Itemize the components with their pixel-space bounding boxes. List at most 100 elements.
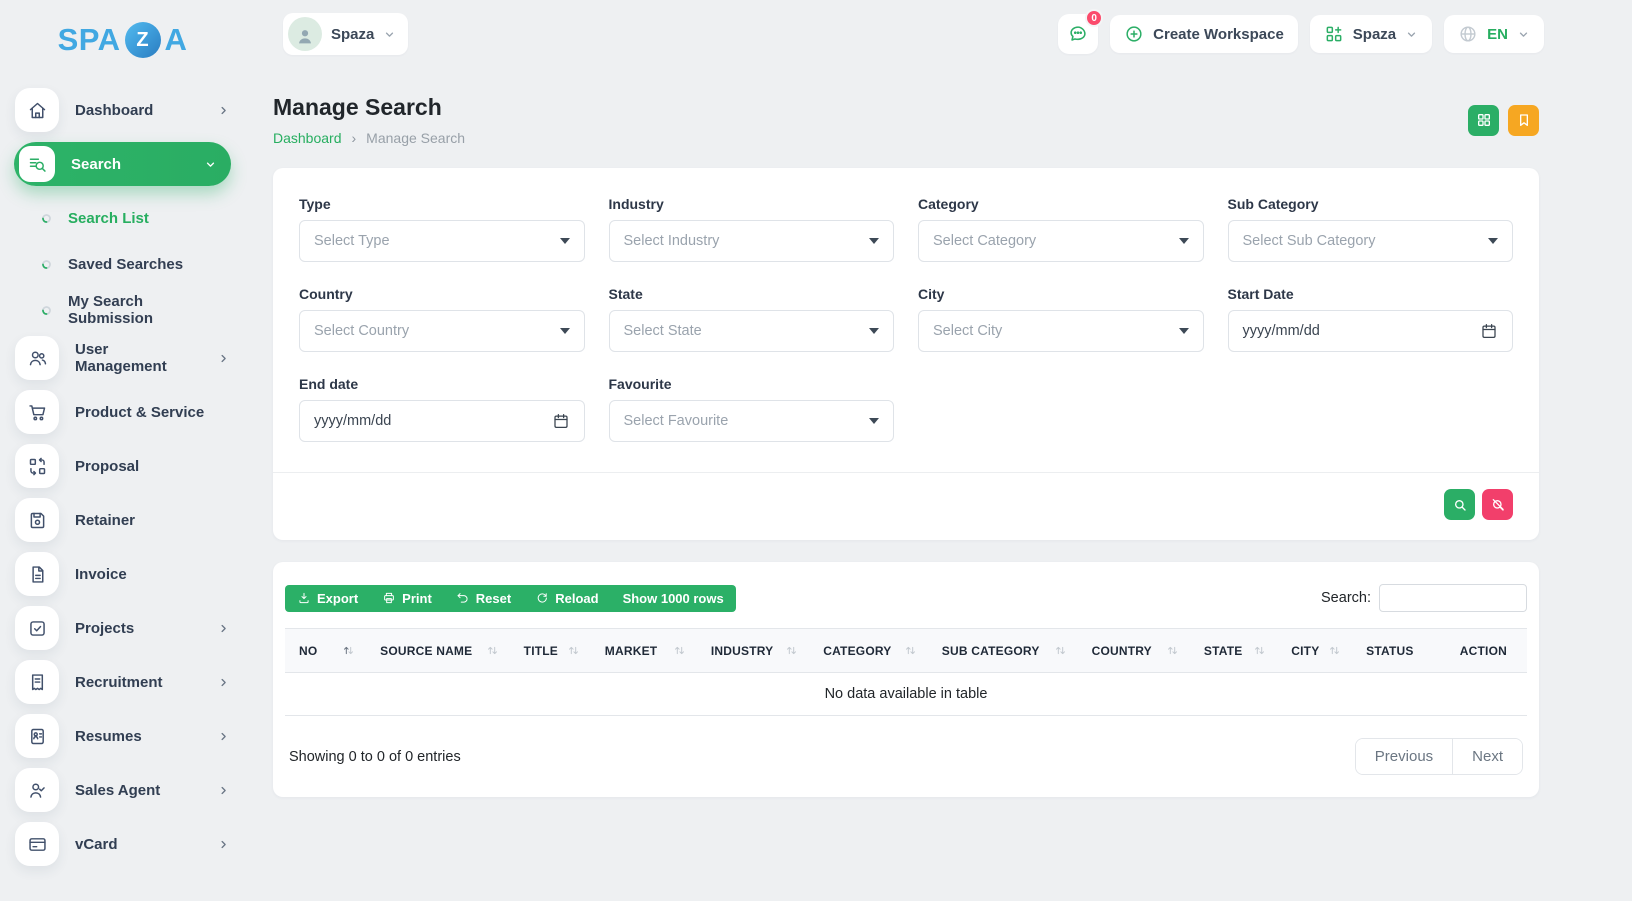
column-header-industry[interactable]: INDUSTRY bbox=[697, 629, 809, 673]
toolbar-reset-button[interactable]: Reset bbox=[444, 585, 523, 612]
sidebar-item-product-service[interactable]: Product & Service bbox=[15, 390, 230, 434]
chevron-down-icon bbox=[383, 28, 396, 41]
favourite-select[interactable]: Select Favourite bbox=[609, 400, 895, 442]
entries-summary: Showing 0 to 0 of 0 entries bbox=[289, 749, 461, 765]
create-workspace-button[interactable]: Create Workspace bbox=[1110, 15, 1298, 53]
language-selector[interactable]: EN bbox=[1444, 15, 1544, 53]
empty-row: No data available in table bbox=[285, 673, 1527, 716]
sort-icon bbox=[566, 643, 581, 658]
toolbar-reload-button[interactable]: Reload bbox=[523, 585, 610, 612]
field-placeholder: Select State bbox=[624, 323, 870, 339]
workspace-pill[interactable]: Spaza bbox=[283, 13, 408, 55]
table-search-label: Search: bbox=[1321, 590, 1371, 606]
filter-field-state: State Select State bbox=[609, 286, 895, 352]
sidebar-item-resumes[interactable]: Resumes bbox=[15, 714, 230, 758]
resumes-icon bbox=[15, 714, 59, 758]
column-header-city[interactable]: CITY bbox=[1277, 629, 1352, 673]
sidebar-item-dashboard[interactable]: Dashboard bbox=[15, 88, 230, 132]
calendar-icon bbox=[1480, 322, 1498, 340]
field-label: Start Date bbox=[1228, 286, 1514, 302]
sidebar-subitem-saved-searches[interactable]: Saved Searches bbox=[15, 244, 230, 284]
state-select[interactable]: Select State bbox=[609, 310, 895, 352]
field-placeholder: Select Sub Category bbox=[1243, 233, 1489, 249]
dropdown-caret-icon bbox=[560, 328, 570, 334]
empty-message: No data available in table bbox=[285, 673, 1527, 716]
end-date-date-input[interactable]: yyyy/mm/dd bbox=[299, 400, 585, 442]
column-header-no[interactable]: NO bbox=[285, 629, 366, 673]
column-header-state[interactable]: STATE bbox=[1190, 629, 1277, 673]
sidebar-item-projects[interactable]: Projects bbox=[15, 606, 230, 650]
refresh-icon bbox=[535, 591, 549, 605]
clear-filters-button[interactable] bbox=[1482, 489, 1513, 520]
app-logo[interactable]: SPA Z A bbox=[0, 14, 245, 66]
field-label: State bbox=[609, 286, 895, 302]
filter-field-sub-category: Sub Category Select Sub Category bbox=[1228, 196, 1514, 262]
page-title: Manage Search bbox=[273, 94, 465, 121]
sidebar-item-user-management[interactable]: User Management bbox=[15, 336, 230, 380]
column-header-title[interactable]: TITLE bbox=[510, 629, 591, 673]
grid-plus-icon bbox=[1324, 24, 1344, 44]
search-off-icon bbox=[1490, 497, 1506, 513]
sidebar-item-sales-agent[interactable]: Sales Agent bbox=[15, 768, 230, 812]
industry-select[interactable]: Select Industry bbox=[609, 220, 895, 262]
column-header-market[interactable]: MARKET bbox=[591, 629, 697, 673]
pagination: Previous Next bbox=[1355, 738, 1523, 775]
sidebar-subitem-search-list[interactable]: Search List bbox=[15, 198, 230, 238]
start-date-date-input[interactable]: yyyy/mm/dd bbox=[1228, 310, 1514, 352]
column-header-sub-category[interactable]: SUB CATEGORY bbox=[928, 629, 1078, 673]
chat-button[interactable]: 0 bbox=[1058, 14, 1098, 54]
sidebar-item-search[interactable]: Search bbox=[14, 142, 231, 186]
sidebar-item-proposal[interactable]: Proposal bbox=[15, 444, 230, 488]
field-placeholder: Select Industry bbox=[624, 233, 870, 249]
dropdown-caret-icon bbox=[869, 418, 879, 424]
topbar: Spaza 0 Create Workspace Spaza bbox=[245, 0, 1632, 68]
projects-icon bbox=[15, 606, 59, 650]
breadcrumb-dashboard-link[interactable]: Dashboard bbox=[273, 130, 342, 146]
sidebar-item-recruitment[interactable]: Recruitment bbox=[15, 660, 230, 704]
sidebar-subitem-my-search-submission[interactable]: My Search Submission bbox=[15, 290, 230, 330]
column-header-category[interactable]: CATEGORY bbox=[809, 629, 928, 673]
proposal-icon bbox=[15, 444, 59, 488]
main-content: Manage Search Dashboard › Manage Search … bbox=[245, 68, 1632, 901]
chevron-right-icon bbox=[217, 676, 230, 689]
column-header-country[interactable]: COUNTRY bbox=[1078, 629, 1190, 673]
toolbar-show-1000-rows-button[interactable]: Show 1000 rows bbox=[611, 585, 736, 612]
grid-view-button[interactable] bbox=[1468, 105, 1499, 136]
sidebar-item-vcard[interactable]: vCard bbox=[15, 822, 230, 866]
sidebar-item-invoice[interactable]: Invoice bbox=[15, 552, 230, 596]
apply-search-button[interactable] bbox=[1444, 489, 1475, 520]
plus-circle-icon bbox=[1124, 24, 1144, 44]
column-header-source-name[interactable]: SOURCE NAME bbox=[366, 629, 510, 673]
logo-text-right: A bbox=[165, 22, 188, 58]
country-select[interactable]: Select Country bbox=[299, 310, 585, 352]
bookmark-button[interactable] bbox=[1508, 105, 1539, 136]
chevron-right-icon bbox=[217, 104, 230, 117]
toolbar-print-button[interactable]: Print bbox=[370, 585, 444, 612]
type-select[interactable]: Select Type bbox=[299, 220, 585, 262]
filter-field-favourite: FavouriteSelect Favourite bbox=[609, 376, 895, 442]
workspace-switcher[interactable]: Spaza bbox=[1310, 15, 1432, 53]
category-select[interactable]: Select Category bbox=[918, 220, 1204, 262]
filter-field-category: CategorySelect Category bbox=[918, 196, 1204, 262]
table-toolbar: ExportPrintResetReloadShow 1000 rows bbox=[285, 585, 736, 612]
column-header-status: STATUS bbox=[1352, 629, 1446, 673]
dropdown-caret-icon bbox=[1179, 328, 1189, 334]
sales-agent-icon bbox=[15, 768, 59, 812]
previous-page-button[interactable]: Previous bbox=[1356, 739, 1453, 774]
next-page-button[interactable]: Next bbox=[1453, 739, 1522, 774]
chevron-down-icon bbox=[204, 158, 217, 171]
search-list-icon bbox=[19, 146, 55, 182]
field-placeholder: yyyy/mm/dd bbox=[314, 413, 552, 429]
results-table: NOSOURCE NAMETITLEMARKETINDUSTRYCATEGORY… bbox=[285, 628, 1527, 716]
users-icon bbox=[15, 336, 59, 380]
field-label: Sub Category bbox=[1228, 196, 1514, 212]
toolbar-export-button[interactable]: Export bbox=[285, 585, 370, 612]
switcher-workspace-name: Spaza bbox=[1353, 26, 1396, 43]
logo-z-icon: Z bbox=[125, 22, 161, 58]
city-select[interactable]: Select City bbox=[918, 310, 1204, 352]
dropdown-caret-icon bbox=[1488, 238, 1498, 244]
field-placeholder: Select Category bbox=[933, 233, 1179, 249]
sidebar-item-retainer[interactable]: Retainer bbox=[15, 498, 230, 542]
table-search-input[interactable] bbox=[1379, 584, 1527, 612]
sub-category-select[interactable]: Select Sub Category bbox=[1228, 220, 1514, 262]
